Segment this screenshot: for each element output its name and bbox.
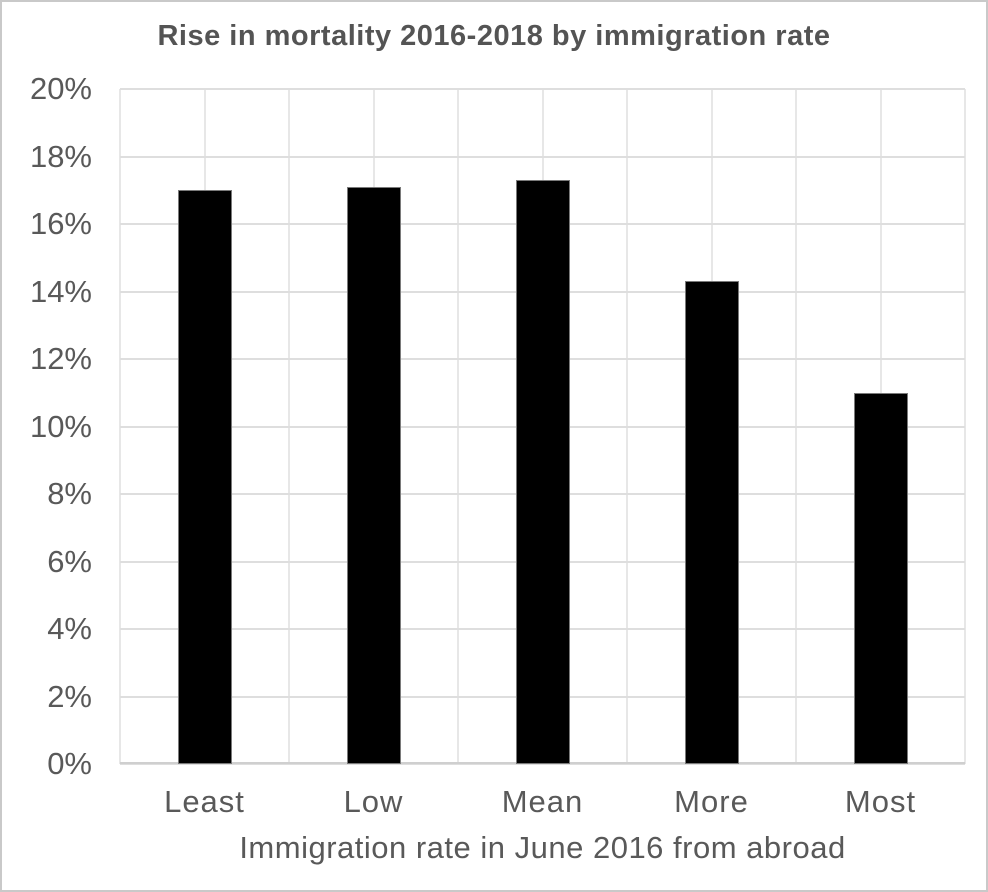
y-tick-label: 16% <box>29 206 92 241</box>
bar-low <box>346 186 401 764</box>
x-tick-label: More <box>674 784 749 819</box>
y-tick-label: 2% <box>47 678 92 714</box>
x-tick-label: Mean <box>501 784 584 819</box>
bar-least <box>177 190 232 764</box>
h-gridline <box>120 155 965 158</box>
y-tick-label: 10% <box>29 408 92 444</box>
y-tick-label: 18% <box>29 138 92 174</box>
x-tick-label: Most <box>844 784 917 819</box>
plot-area <box>119 88 966 765</box>
bar-more <box>684 281 739 764</box>
v-gridline <box>964 89 966 764</box>
y-tick-label: 20% <box>29 71 92 106</box>
y-tick-label: 12% <box>29 341 92 376</box>
bar-mean <box>515 180 570 764</box>
y-tick-label: 4% <box>47 611 92 646</box>
y-tick-label: 6% <box>47 543 92 579</box>
x-tick-label: Low <box>343 784 404 819</box>
y-tick-label: 0% <box>47 746 92 781</box>
h-gridline <box>120 763 965 765</box>
y-tick-label: 14% <box>29 273 92 309</box>
x-axis-title: Immigration rate in June 2016 from abroa… <box>239 830 846 865</box>
bar-most <box>853 392 908 764</box>
x-tick-label: Least <box>164 784 245 819</box>
h-gridline <box>120 88 965 90</box>
chart-title: Rise in mortality 2016-2018 by immigrati… <box>157 20 831 52</box>
y-tick-label: 8% <box>47 476 92 511</box>
